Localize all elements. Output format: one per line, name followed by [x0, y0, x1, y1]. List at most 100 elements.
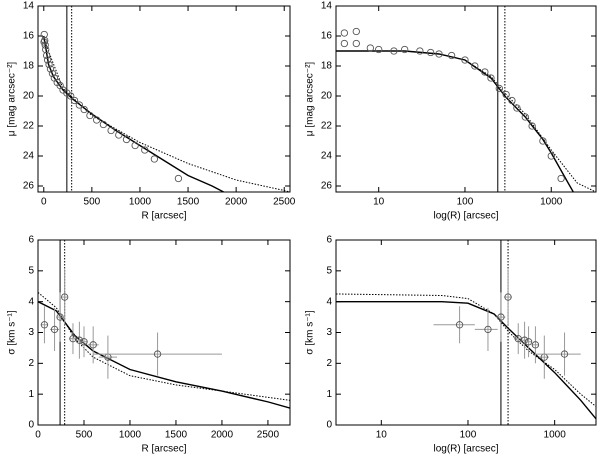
- data-point: [80, 338, 88, 346]
- data-point: [141, 146, 149, 154]
- data-point: [131, 141, 139, 150]
- panel: 10 100 1000 14 16 18 20 22 24 26 log(R) [arcsec] μ …: [305, 1, 597, 222]
- x-axis-label: log(R) [arcsec]: [433, 444, 498, 455]
- data-point: [150, 155, 159, 163]
- y-tick-label: 0: [28, 420, 34, 431]
- y-tick-label: 2: [28, 358, 34, 369]
- data-point: [435, 50, 443, 58]
- data-point: [80, 105, 88, 114]
- data-point: [426, 48, 435, 57]
- y-tick-label: 3: [28, 327, 34, 338]
- plot-area: [38, 240, 290, 425]
- x-tick-label: 2000: [225, 197, 248, 208]
- x-tick-label: 100: [457, 197, 474, 208]
- data-point: [521, 113, 529, 121]
- data-point: [461, 56, 469, 64]
- x-tick-label: 2500: [273, 197, 296, 208]
- model-curve: [336, 50, 574, 192]
- x-axis-label: log(R) [arcsec]: [433, 211, 498, 222]
- data-point: [455, 321, 464, 329]
- data-point: [539, 137, 547, 145]
- data-point: [531, 341, 540, 349]
- plot-area: [40, 6, 290, 192]
- data-point: [56, 313, 64, 321]
- plot-frame: [37, 239, 291, 426]
- data-point: [61, 293, 69, 301]
- data-point: [89, 341, 97, 349]
- panel: 10 100 1000 0 1 2 3 4 5 6 log(R) [arcsec] σ [km s⁻¹…: [305, 235, 597, 455]
- data-point: [41, 36, 49, 45]
- data-point: [340, 39, 349, 48]
- plot-area: [336, 6, 596, 192]
- x-tick-label: 500: [76, 430, 93, 441]
- data-point: [481, 68, 489, 76]
- model-curve: [336, 50, 596, 192]
- data-point: [41, 41, 49, 49]
- data-point: [122, 135, 131, 144]
- y-tick-label: 24: [23, 151, 35, 162]
- y-tick-label: 20: [321, 91, 333, 102]
- data-point: [153, 350, 162, 358]
- y-tick-label: 22: [23, 121, 35, 132]
- y-tick-label: 16: [321, 31, 333, 42]
- y-tick-label: 20: [23, 91, 35, 102]
- y-tick-label: 5: [326, 265, 332, 276]
- model-curve: [336, 293, 596, 407]
- data-point: [86, 111, 94, 120]
- x-tick-label: 0: [35, 430, 41, 441]
- x-tick-label: 10: [376, 430, 388, 441]
- data-point: [524, 338, 533, 346]
- y-tick-label: 6: [326, 235, 332, 246]
- x-tick-label: 100: [460, 430, 477, 441]
- data-point: [366, 44, 374, 52]
- data-point: [487, 74, 495, 82]
- y-tick-label: 26: [321, 181, 333, 192]
- data-point: [46, 65, 55, 73]
- data-point: [40, 321, 49, 329]
- y-tick-label: 24: [321, 151, 333, 162]
- y-tick-label: 14: [23, 1, 35, 12]
- x-tick-label: 1000: [129, 197, 152, 208]
- y-tick-label: 16: [23, 31, 35, 42]
- x-tick-label: 1000: [540, 197, 563, 208]
- data-point: [174, 174, 183, 183]
- y-tick-label: 3: [326, 327, 332, 338]
- model-curve: [43, 38, 290, 192]
- panel: 0 500 1000 1500 2000 2500 0 1 2 3 4 5 6 R [arcsec] σ […: [7, 235, 291, 455]
- data-point: [75, 101, 84, 109]
- x-tick-label: 1500: [177, 197, 200, 208]
- y-axis-label: σ [km s⁻¹]: [305, 310, 316, 354]
- model-curve: [38, 292, 290, 401]
- data-point: [352, 39, 360, 48]
- data-point: [375, 45, 383, 54]
- x-tick-label: 10: [373, 197, 385, 208]
- model-curve: [38, 301, 290, 409]
- data-point: [390, 47, 398, 55]
- y-tick-label: 0: [326, 420, 332, 431]
- y-tick-label: 4: [326, 296, 332, 307]
- x-tick-label: 0: [41, 197, 47, 208]
- y-tick-label: 14: [321, 1, 333, 12]
- x-tick-label: 500: [84, 197, 101, 208]
- data-point: [48, 69, 57, 78]
- data-point: [75, 336, 84, 344]
- y-tick-label: 18: [321, 61, 333, 72]
- data-point: [115, 131, 123, 139]
- y-axis-label: μ [mag arcsec⁻²]: [7, 62, 18, 137]
- x-tick-label: 2000: [211, 430, 234, 441]
- data-point: [43, 51, 51, 60]
- x-tick-label: 1500: [165, 430, 188, 441]
- plot-frame: [37, 5, 291, 193]
- data-point: [50, 325, 59, 334]
- y-axis-label: μ [mag arcsec⁻²]: [305, 62, 316, 137]
- y-tick-label: 22: [321, 121, 333, 132]
- x-tick-label: 2500: [257, 430, 280, 441]
- x-tick-label: 1000: [544, 430, 567, 441]
- y-tick-label: 2: [326, 358, 332, 369]
- data-point: [416, 47, 424, 55]
- data-point: [447, 51, 456, 60]
- y-tick-label: 6: [28, 235, 34, 246]
- data-point: [520, 336, 529, 344]
